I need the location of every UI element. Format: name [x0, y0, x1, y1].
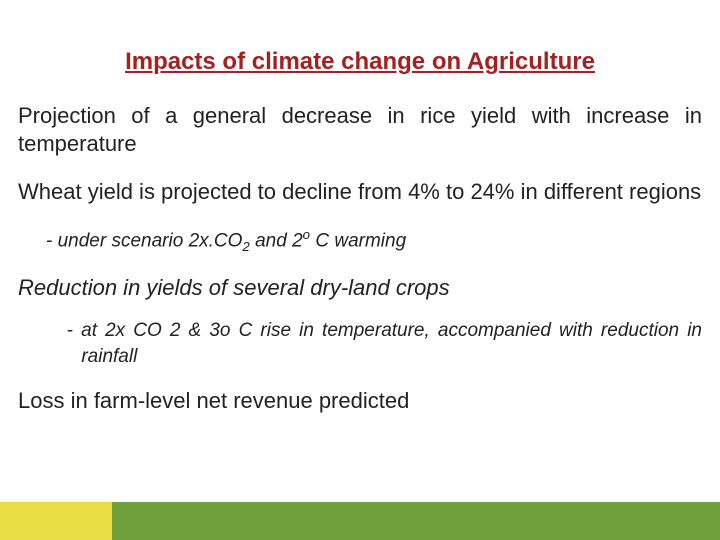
text-fragment: and 2 — [250, 231, 303, 252]
subscript-co2: 2 — [242, 240, 249, 255]
text-fragment: C warming — [310, 231, 406, 252]
text-fragment: - under scenario 2x.CO — [46, 231, 242, 252]
paragraph-rice-yield: Projection of a general decrease in rice… — [18, 102, 702, 158]
footer-accent — [0, 502, 112, 540]
paragraph-wheat-yield: Wheat yield is projected to decline from… — [18, 178, 702, 206]
slide: Impacts of climate change on Agriculture… — [0, 0, 720, 540]
subline-scenario-2: - at 2x CO 2 & 3o C rise in temperature,… — [18, 318, 702, 369]
superscript-degree: o — [303, 227, 310, 242]
paragraph-dryland: Reduction in yields of several dry-land … — [18, 274, 702, 302]
subline-scenario-1: - under scenario 2x.CO2 and 2o C warming — [46, 226, 702, 255]
paragraph-revenue: Loss in farm-level net revenue predicted — [18, 387, 702, 415]
slide-title: Impacts of climate change on Agriculture — [18, 48, 702, 76]
